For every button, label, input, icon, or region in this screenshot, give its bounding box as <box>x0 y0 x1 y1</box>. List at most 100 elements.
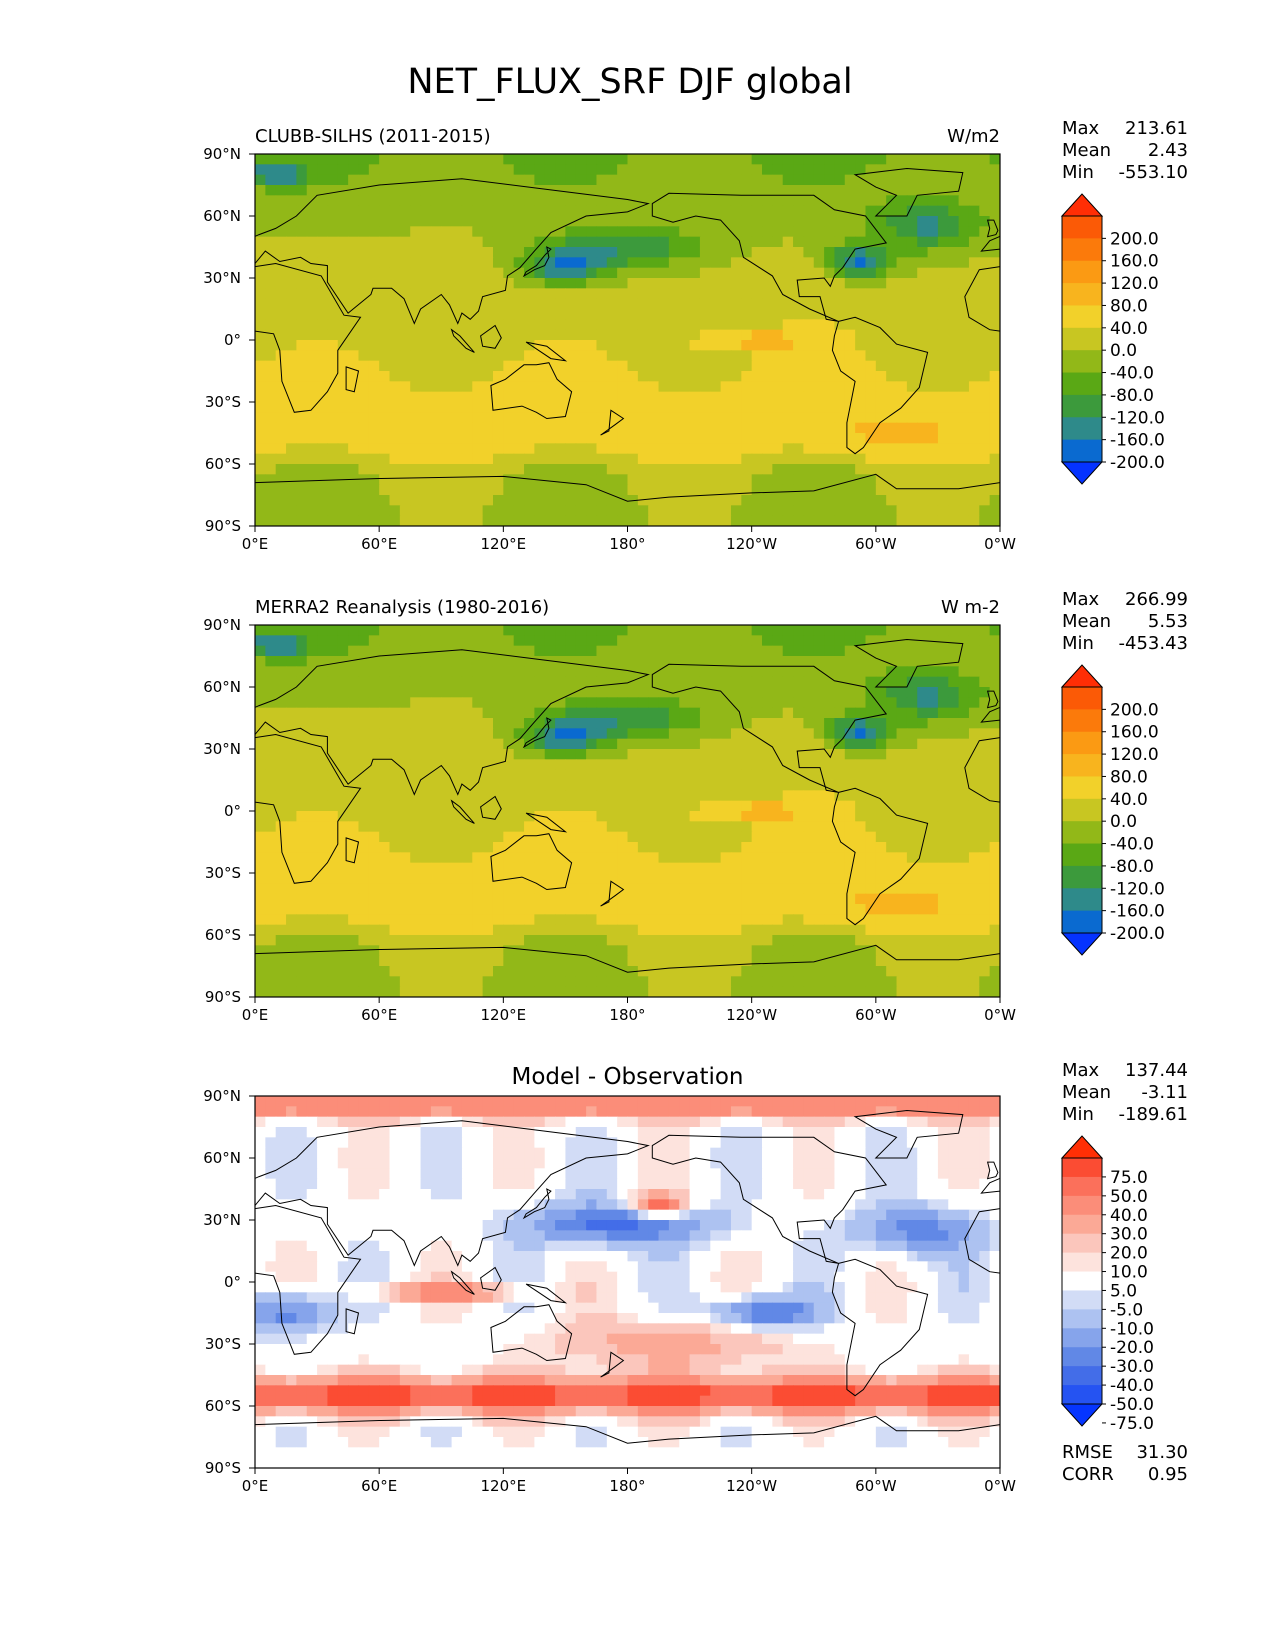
field-cell <box>896 676 908 688</box>
field-cell <box>534 257 546 269</box>
field-cell <box>979 862 991 874</box>
field-cell <box>586 257 598 269</box>
field-cell <box>648 821 660 833</box>
field-cell <box>389 495 401 506</box>
field-cell <box>637 924 649 936</box>
field-cell <box>544 340 556 351</box>
field-cell <box>441 164 453 176</box>
field-cell <box>286 288 297 300</box>
stat-label: Mean <box>1062 140 1111 161</box>
field-cell <box>389 174 401 186</box>
field-cell <box>803 831 815 843</box>
field-cell <box>482 687 494 698</box>
field-cell <box>606 924 618 936</box>
field-cell <box>399 154 411 165</box>
field-cell <box>327 800 339 812</box>
field-cell <box>327 914 339 926</box>
field-cell <box>710 759 722 771</box>
field-cell <box>606 790 618 802</box>
field-cell <box>844 728 856 740</box>
field-cell <box>637 842 649 853</box>
field-cell <box>720 707 732 719</box>
field-cell <box>637 935 649 946</box>
field-cell <box>979 350 991 362</box>
field-cell <box>710 728 722 740</box>
field-cell <box>275 811 287 822</box>
field-cell <box>834 914 846 926</box>
field-cell <box>461 236 473 248</box>
field-cell <box>865 453 877 465</box>
field-cell <box>927 635 939 647</box>
field-cell <box>689 625 701 636</box>
field-cell <box>461 267 473 279</box>
field-cell <box>389 811 401 822</box>
field-cell <box>844 862 856 874</box>
field-cell <box>968 402 980 413</box>
field-cell <box>430 154 442 165</box>
field-cell <box>979 391 991 403</box>
field-cell <box>596 924 608 936</box>
field-cell <box>430 893 442 905</box>
field-cell <box>368 495 380 506</box>
field-cell <box>368 800 380 812</box>
field-cell <box>844 666 856 678</box>
field-cell <box>606 360 618 372</box>
field-cell <box>575 873 587 884</box>
field-cell <box>286 216 297 227</box>
field-cell <box>834 945 846 957</box>
field-cell <box>886 505 898 517</box>
field-cell <box>306 288 318 300</box>
field-cell <box>606 329 618 341</box>
field-cell <box>637 453 649 465</box>
field-cell <box>441 515 453 526</box>
field-cell <box>399 174 411 186</box>
field-cell <box>265 831 277 843</box>
field-cell <box>420 154 432 165</box>
field-cell <box>958 893 970 905</box>
field-cell <box>337 769 349 781</box>
field-cell <box>461 676 473 688</box>
field-cell <box>565 831 577 843</box>
field-cell <box>844 718 856 729</box>
field-cell <box>492 195 504 207</box>
field-cell <box>544 707 556 719</box>
field-cell <box>451 676 463 688</box>
field-cell <box>803 904 815 915</box>
field-cell <box>544 924 556 936</box>
field-cell <box>741 391 753 403</box>
field-cell <box>658 935 670 946</box>
field-cell <box>989 412 1000 424</box>
field-cell <box>430 257 442 269</box>
field-cell <box>720 656 732 667</box>
field-cell <box>896 800 908 812</box>
field-cell <box>358 904 370 915</box>
field-cell <box>358 790 370 802</box>
field-cell <box>875 873 887 884</box>
field-cell <box>782 842 794 853</box>
field-cell <box>430 319 442 331</box>
field-cell <box>544 350 556 362</box>
field-cell <box>420 738 432 750</box>
field-cell <box>327 759 339 771</box>
field-cell <box>420 247 432 258</box>
field-cell <box>782 718 794 729</box>
field-cell <box>544 687 556 698</box>
field-cell <box>441 443 453 455</box>
field-cell <box>575 402 587 413</box>
field-cell <box>503 164 515 176</box>
field-cell <box>989 852 1000 864</box>
field-cell <box>865 205 877 217</box>
field-cell <box>275 288 287 300</box>
field-cell <box>265 842 277 853</box>
field-cell <box>255 433 266 444</box>
field-cell <box>927 319 939 331</box>
field-cell <box>503 350 515 362</box>
field-cell <box>679 831 691 843</box>
field-cell <box>399 697 411 709</box>
field-cell <box>410 226 422 238</box>
field-cell <box>544 257 556 269</box>
field-cell <box>927 831 939 843</box>
field-cell <box>286 505 297 517</box>
field-cell <box>275 391 287 403</box>
field-cell <box>306 464 318 475</box>
